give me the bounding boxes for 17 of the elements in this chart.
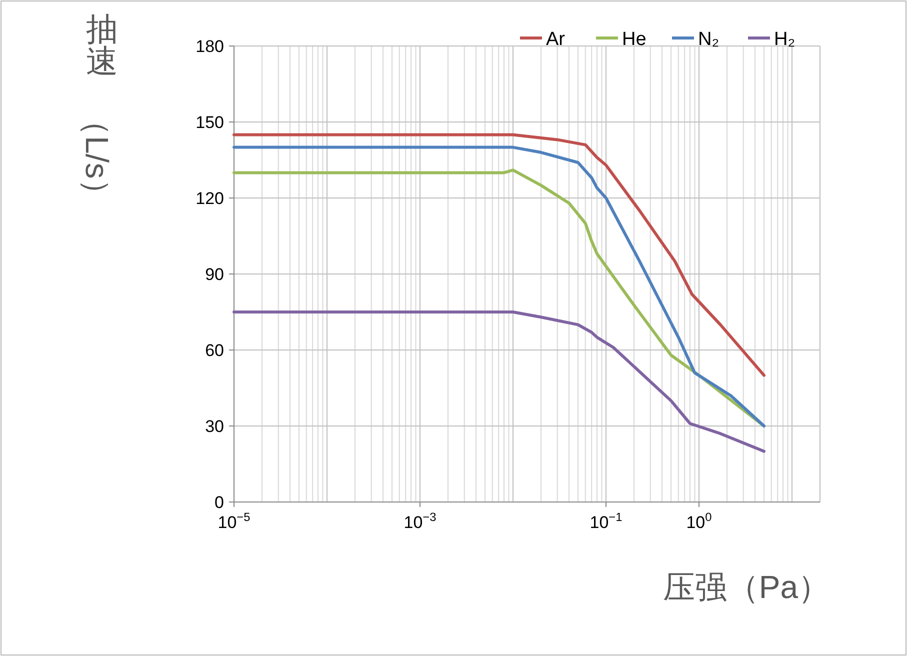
y-tick-label: 30 bbox=[205, 417, 224, 436]
y-tick-label: 180 bbox=[196, 37, 224, 56]
x-tick-label: 10$^{−3}$ bbox=[404, 510, 437, 532]
y-axis-title: 抽速（L/s） bbox=[79, 11, 118, 211]
legend-label: He bbox=[622, 29, 646, 50]
y-tick-label: 90 bbox=[205, 265, 224, 284]
y-tick-label: 150 bbox=[196, 113, 224, 132]
legend-label: H₂ bbox=[774, 29, 796, 50]
legend-label: Ar bbox=[546, 29, 566, 50]
y-tick-label: 0 bbox=[214, 493, 224, 512]
x-tick-label: 10$^{−5}$ bbox=[218, 510, 251, 532]
y-tick-label: 60 bbox=[205, 341, 224, 360]
legend-label: N₂ bbox=[698, 29, 720, 50]
y-tick-label: 120 bbox=[196, 189, 224, 208]
x-tick-label: 10$^{−1}$ bbox=[590, 510, 623, 532]
x-axis-title: 压强（Pa） bbox=[662, 569, 830, 605]
x-tick-label: 10$^{0}$ bbox=[686, 510, 712, 532]
